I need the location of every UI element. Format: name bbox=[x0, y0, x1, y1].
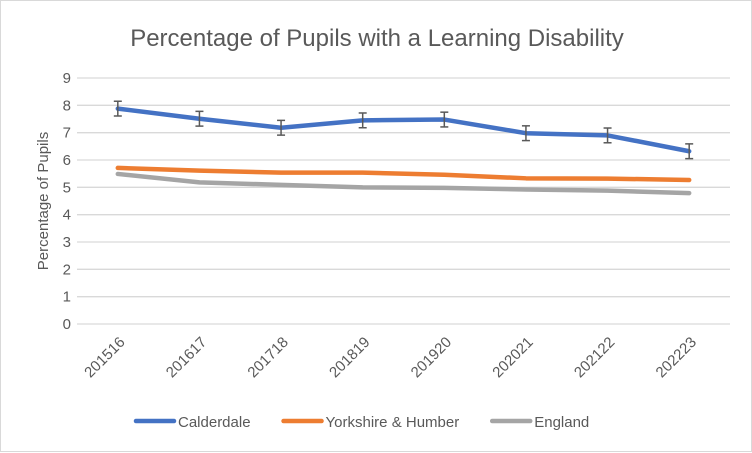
x-tick-label: 202223 bbox=[653, 334, 700, 381]
error-bar bbox=[603, 127, 612, 144]
y-tick-label: 1 bbox=[63, 289, 71, 306]
legend-item: England bbox=[489, 414, 589, 431]
y-tick-label: 5 bbox=[63, 179, 71, 196]
y-tick-label: 2 bbox=[63, 261, 71, 278]
y-tick-label: 3 bbox=[63, 234, 71, 251]
legend-item: Yorkshire & Humber bbox=[281, 414, 460, 431]
y-tick-label: 4 bbox=[63, 207, 71, 224]
y-tick-label: 0 bbox=[63, 316, 71, 333]
error-bar bbox=[277, 119, 286, 136]
y-axis-label: Percentage of Pupils bbox=[35, 132, 52, 270]
x-tick-label: 201819 bbox=[326, 334, 373, 381]
error-bar bbox=[521, 125, 530, 142]
error-bar bbox=[195, 110, 204, 127]
legend-label: England bbox=[534, 414, 589, 431]
x-tick-label: 202122 bbox=[571, 334, 618, 381]
legend-label: Yorkshire & Humber bbox=[326, 414, 460, 431]
legend-item: Calderdale bbox=[133, 414, 251, 431]
y-tick-label: 9 bbox=[63, 70, 71, 87]
x-tick-label: 201516 bbox=[81, 334, 128, 381]
series-line-england bbox=[115, 171, 692, 196]
error-bar bbox=[685, 143, 694, 160]
x-tick-label: 202021 bbox=[489, 334, 536, 381]
y-tick-label: 6 bbox=[63, 152, 71, 169]
legend-label: Calderdale bbox=[178, 414, 251, 431]
x-tick-label: 201718 bbox=[244, 334, 291, 381]
x-tick-label: 201617 bbox=[163, 334, 210, 381]
y-tick-label: 8 bbox=[63, 97, 71, 114]
error-bar bbox=[358, 112, 367, 129]
error-bar bbox=[440, 111, 449, 128]
x-tick-label: 201920 bbox=[408, 334, 455, 381]
error-bar bbox=[113, 100, 122, 117]
chart-title: Percentage of Pupils with a Learning Dis… bbox=[130, 25, 624, 52]
y-tick-label: 7 bbox=[63, 125, 71, 142]
series-line-calderdale bbox=[115, 106, 692, 154]
series-line-yorkshire-humber bbox=[115, 165, 692, 183]
